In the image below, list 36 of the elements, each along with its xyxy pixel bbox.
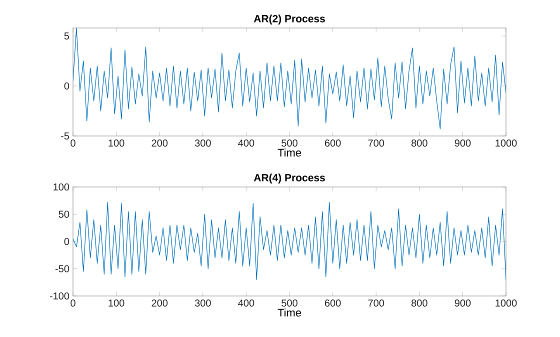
x-tick-label: 700 xyxy=(368,300,384,307)
chart-title: AR(2) Process xyxy=(254,14,325,24)
y-tick-label: 0 xyxy=(64,238,70,246)
line-series xyxy=(73,28,506,130)
x-axis-title: Time xyxy=(278,308,302,317)
y-tick-label: 5 xyxy=(64,32,70,40)
x-tick-label: 500 xyxy=(282,300,298,307)
line-series xyxy=(73,202,506,280)
x-tick-label: 100 xyxy=(108,300,124,307)
x-tick-label: 700 xyxy=(368,140,384,147)
chart-title: AR(4) Process xyxy=(254,174,325,184)
x-tick-label: 300 xyxy=(194,300,211,307)
x-tick-label: 900 xyxy=(454,300,471,307)
x-tick-label: 300 xyxy=(194,140,211,147)
x-tick-label: 100 xyxy=(108,140,124,147)
x-tick-label: 400 xyxy=(238,300,254,307)
y-tick-label: -100 xyxy=(50,292,70,300)
x-tick-label: 800 xyxy=(411,300,428,307)
x-tick-label: 200 xyxy=(152,140,168,147)
x-axis-title: Time xyxy=(278,148,302,157)
x-tick-label: 600 xyxy=(324,300,341,307)
x-tick-label: 200 xyxy=(152,300,168,307)
y-tick-label: -50 xyxy=(55,265,70,272)
x-tick-label: 0 xyxy=(70,300,76,307)
y-tick-label: 100 xyxy=(54,183,70,191)
y-tick-label: 0 xyxy=(64,82,70,90)
x-tick-label: 900 xyxy=(454,140,471,147)
x-tick-label: 0 xyxy=(70,140,76,147)
x-tick-label: 500 xyxy=(282,140,298,147)
x-tick-label: 600 xyxy=(324,140,341,147)
x-tick-label: 400 xyxy=(238,140,254,147)
y-tick-label: 50 xyxy=(58,210,70,218)
x-tick-label: 1000 xyxy=(496,300,517,307)
x-tick-label: 800 xyxy=(411,140,428,147)
x-tick-label: 1000 xyxy=(496,140,517,147)
y-tick-label: -5 xyxy=(61,132,70,140)
